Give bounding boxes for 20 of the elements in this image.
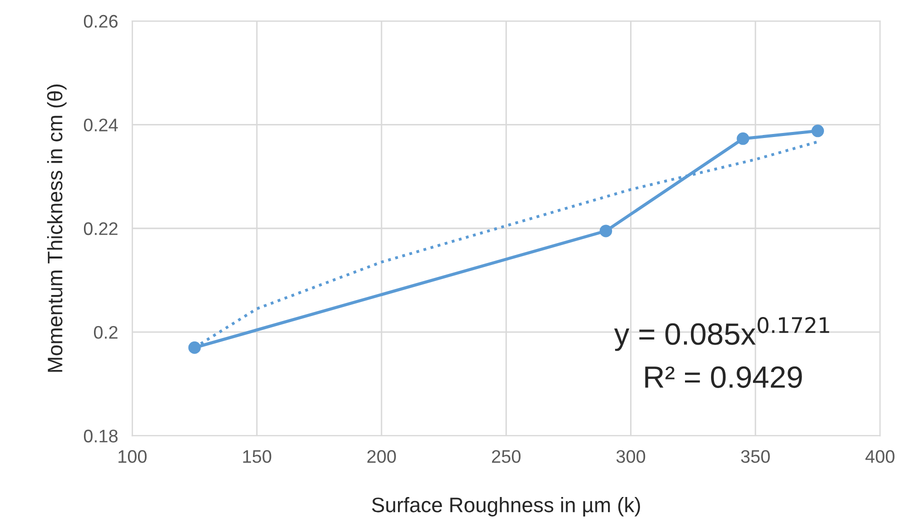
- x-tick-label: 100: [118, 450, 147, 463]
- point: [812, 124, 824, 138]
- x-tick-label: 150: [243, 450, 272, 463]
- point: [188, 341, 201, 354]
- annotation: R² = 0.9429: [645, 366, 802, 388]
- x-tick-label: 250: [492, 450, 521, 463]
- y-tick-label: 0.24: [84, 118, 118, 132]
- x-tick-label: 200: [367, 450, 396, 463]
- x-axis-title: Surface Roughness in µm (k): [372, 497, 640, 516]
- x-tick-label: 400: [865, 450, 894, 463]
- y-tick-label: 0.22: [84, 222, 118, 236]
- y-axis-title: Momentum Thickness in cm (θ): [47, 84, 67, 372]
- annotation: y = 0.085x$^{0.1721}$: [614, 317, 830, 351]
- y-tick-label: 0.26: [84, 14, 118, 28]
- y-tick-label: 0.18: [84, 430, 118, 442]
- y-tick-label: 0.2: [94, 326, 118, 339]
- point: [736, 132, 750, 145]
- point: [600, 224, 612, 238]
- x-tick-label: 350: [741, 450, 770, 463]
- x-tick-label: 300: [616, 450, 646, 463]
